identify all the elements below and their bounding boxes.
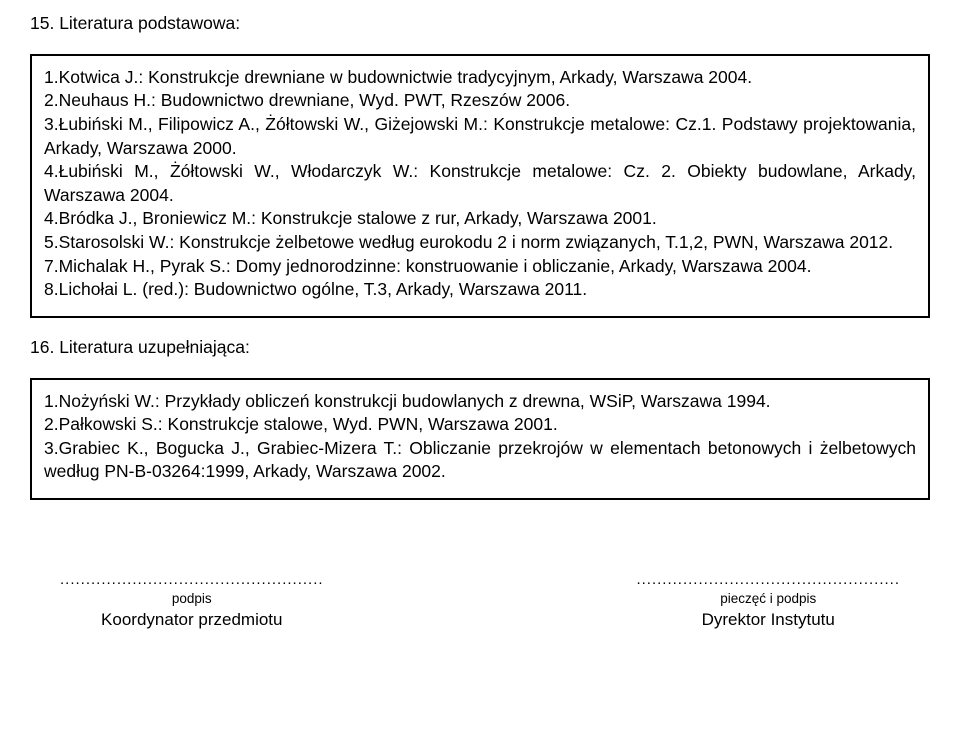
ref-item: 1.Nożyński W.: Przykłady obliczeń konstr… [44,390,916,414]
ref-item: 3.Łubiński M., Filipowicz A., Żółtowski … [44,113,916,160]
ref-item: 7.Michalak H., Pyrak S.: Domy jednorodzi… [44,255,916,279]
dots-line: ........................................… [60,570,324,590]
sig-role-label: Koordynator przedmiotu [60,609,324,631]
ref-item: 2.Pałkowski S.: Konstrukcje stalowe, Wyd… [44,413,916,437]
ref-item: 2.Neuhaus H.: Budownictwo drewniane, Wyd… [44,89,916,113]
section-a-title: 15. Literatura podstawowa: [30,12,930,36]
section-a-box: 1.Kotwica J.: Konstrukcje drewniane w bu… [30,54,930,318]
section-b-box: 1.Nożyński W.: Przykłady obliczeń konstr… [30,378,930,501]
page: 15. Literatura podstawowa: 1.Kotwica J.:… [0,0,960,631]
sig-small-label: pieczęć i podpis [636,590,900,608]
ref-item: 8.Lichołai L. (red.): Budownictwo ogólne… [44,278,916,302]
ref-item: 5.Starosolski W.: Konstrukcje żelbetowe … [44,231,916,255]
dots-line: ........................................… [636,570,900,590]
ref-item: 3.Grabiec K., Bogucka J., Grabiec-Mizera… [44,437,916,484]
signature-left: ........................................… [60,570,324,631]
footer: ........................................… [30,570,930,631]
ref-item: 4.Bródka J., Broniewicz M.: Konstrukcje … [44,207,916,231]
sig-role-label: Dyrektor Instytutu [636,609,900,631]
section-b-title: 16. Literatura uzupełniająca: [30,336,930,360]
ref-item: 1.Kotwica J.: Konstrukcje drewniane w bu… [44,66,916,90]
ref-item: 4.Łubiński M., Żółtowski W., Włodarczyk … [44,160,916,207]
sig-small-label: podpis [60,590,324,608]
signature-right: ........................................… [636,570,900,631]
